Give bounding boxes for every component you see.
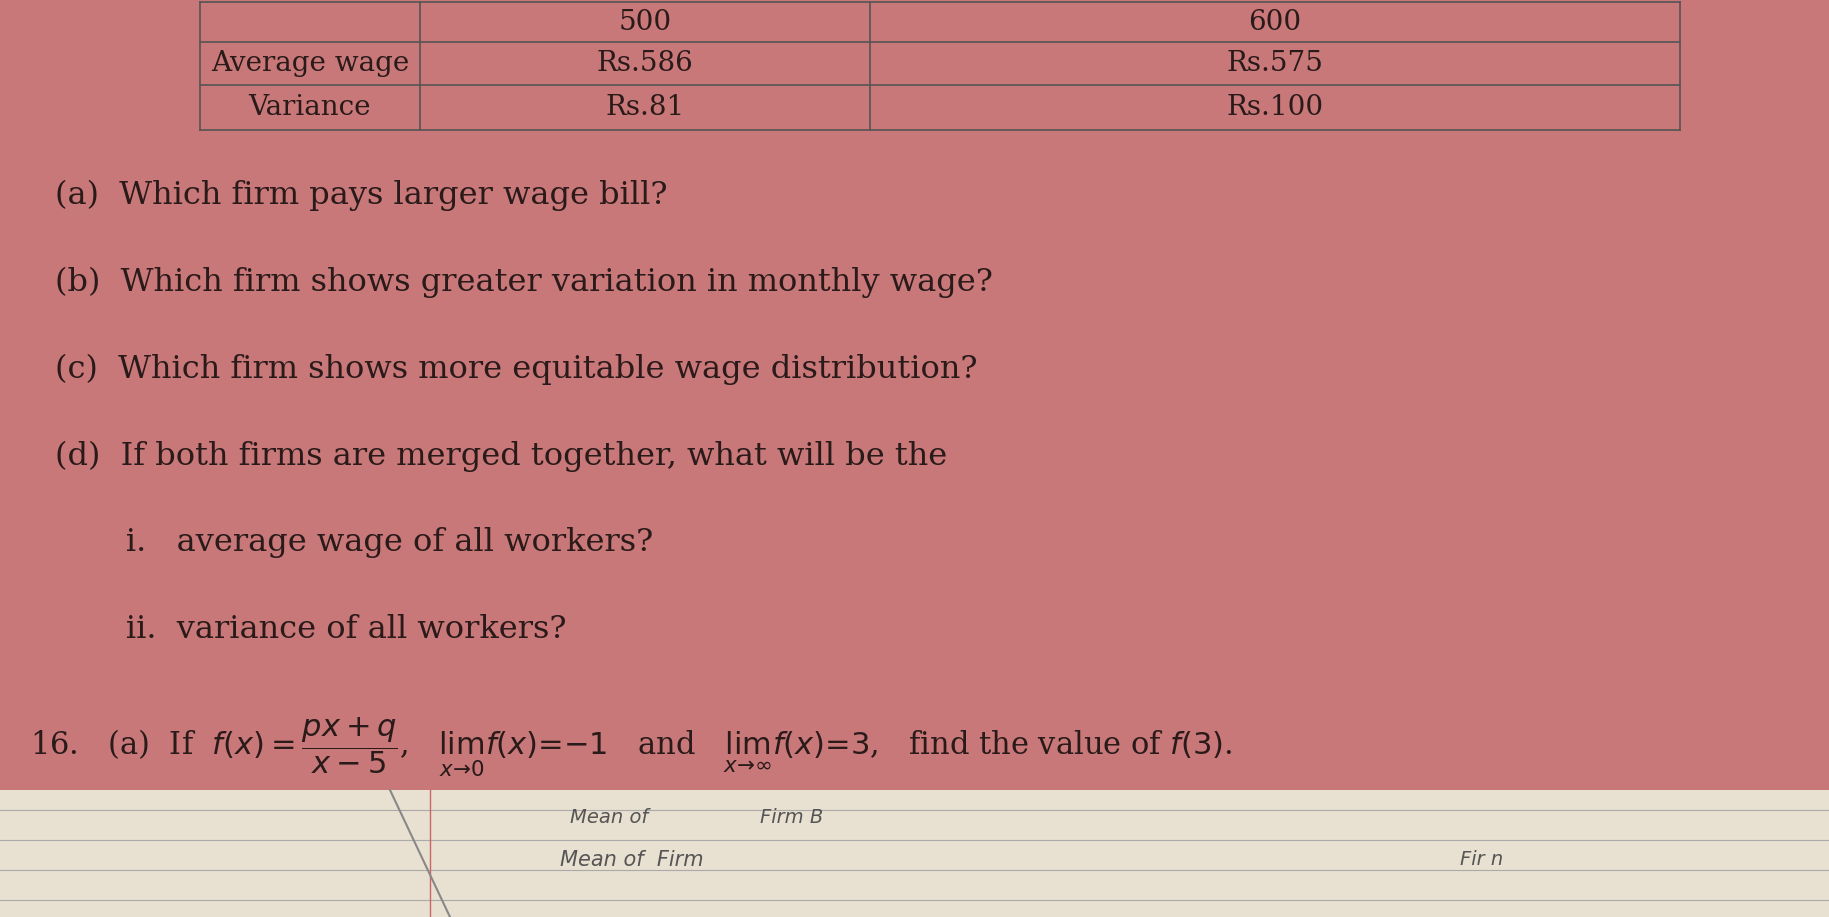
Text: Rs.100: Rs.100 [1227, 94, 1324, 121]
Text: Average wage: Average wage [210, 50, 410, 77]
Text: (a)  Which firm pays larger wage bill?: (a) Which firm pays larger wage bill? [55, 180, 668, 211]
Text: Fir n: Fir n [1460, 850, 1503, 869]
Bar [0, 0, 1829, 790]
Text: i.   average wage of all workers?: i. average wage of all workers? [55, 527, 653, 558]
Text: (b)  Which firm shows greater variation in monthly wage?: (b) Which firm shows greater variation i… [55, 267, 993, 298]
Text: Rs.81: Rs.81 [605, 94, 684, 121]
Text: Variance: Variance [249, 94, 371, 121]
Text: Mean of  Firm: Mean of Firm [560, 850, 704, 870]
Text: Rs.575: Rs.575 [1227, 50, 1324, 77]
Text: (d)  If both firms are merged together, what will be the: (d) If both firms are merged together, w… [55, 440, 947, 471]
Text: Mean of: Mean of [571, 808, 647, 827]
Text: ii.  variance of all workers?: ii. variance of all workers? [55, 614, 567, 646]
Text: 16.   (a)  If  $f(x) = \dfrac{px+q}{x-5}$,   $\lim_{x \to 0} f(x) = -1$   and   : 16. (a) If $f(x) = \dfrac{px+q}{x-5}$, $… [29, 715, 1233, 779]
Text: Firm B: Firm B [761, 808, 823, 827]
Text: Rs.586: Rs.586 [596, 50, 693, 77]
Text: 600: 600 [1249, 8, 1302, 36]
Text: 500: 500 [618, 8, 671, 36]
Bar [0, 790, 1829, 917]
Text: (c)  Which firm shows more equitable wage distribution?: (c) Which firm shows more equitable wage… [55, 353, 977, 384]
